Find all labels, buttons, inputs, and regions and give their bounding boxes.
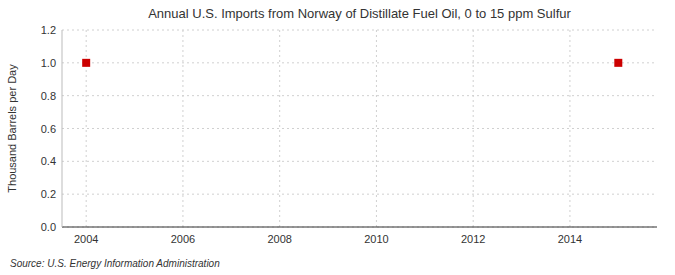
x-axis-line: [62, 227, 657, 228]
grid-line-y: [62, 62, 657, 63]
chart-svg: Annual U.S. Imports from Norway of Disti…: [0, 0, 675, 275]
grid-line-y: [62, 128, 657, 129]
grid-line-x: [376, 30, 377, 227]
grid-line-y: [62, 95, 657, 96]
grid: [62, 30, 657, 227]
y-tick-label: 1.0: [41, 57, 56, 69]
grid-line-y: [62, 161, 657, 162]
grid-line-x: [279, 30, 280, 227]
grid-line-y: [62, 227, 657, 228]
y-axis-label: Thousand Barrels per Day: [6, 64, 18, 193]
grid-line-y: [62, 194, 657, 195]
grid-line-x: [473, 30, 474, 227]
chart-container: Annual U.S. Imports from Norway of Disti…: [0, 0, 675, 275]
data-points: [82, 59, 622, 67]
title: Annual U.S. Imports from Norway of Disti…: [148, 6, 571, 21]
x-tick-label: 2006: [171, 233, 195, 245]
y-tick-label: 0.0: [41, 221, 56, 233]
x-tick-label: 2004: [74, 233, 98, 245]
background: [0, 0, 675, 275]
y-tick-label: 0.4: [41, 155, 56, 167]
grid-line-x: [569, 30, 570, 227]
x-tick-label: 2012: [461, 233, 485, 245]
data-point: [82, 59, 90, 67]
data-point: [614, 59, 622, 67]
y-tick-label: 1.2: [41, 24, 56, 36]
y-tick-label: 0.6: [41, 123, 56, 135]
y-axis-line: [62, 30, 63, 227]
x-tick-label: 2014: [558, 233, 582, 245]
y-tick-label: 0.2: [41, 188, 56, 200]
grid-line-y: [62, 30, 657, 31]
y-tick-label: 0.8: [41, 90, 56, 102]
x-tick-label: 2008: [267, 233, 291, 245]
grid-line-x: [182, 30, 183, 227]
x-tick-label: 2010: [364, 233, 388, 245]
source-note: Source: U.S. Energy Information Administ…: [10, 258, 220, 269]
